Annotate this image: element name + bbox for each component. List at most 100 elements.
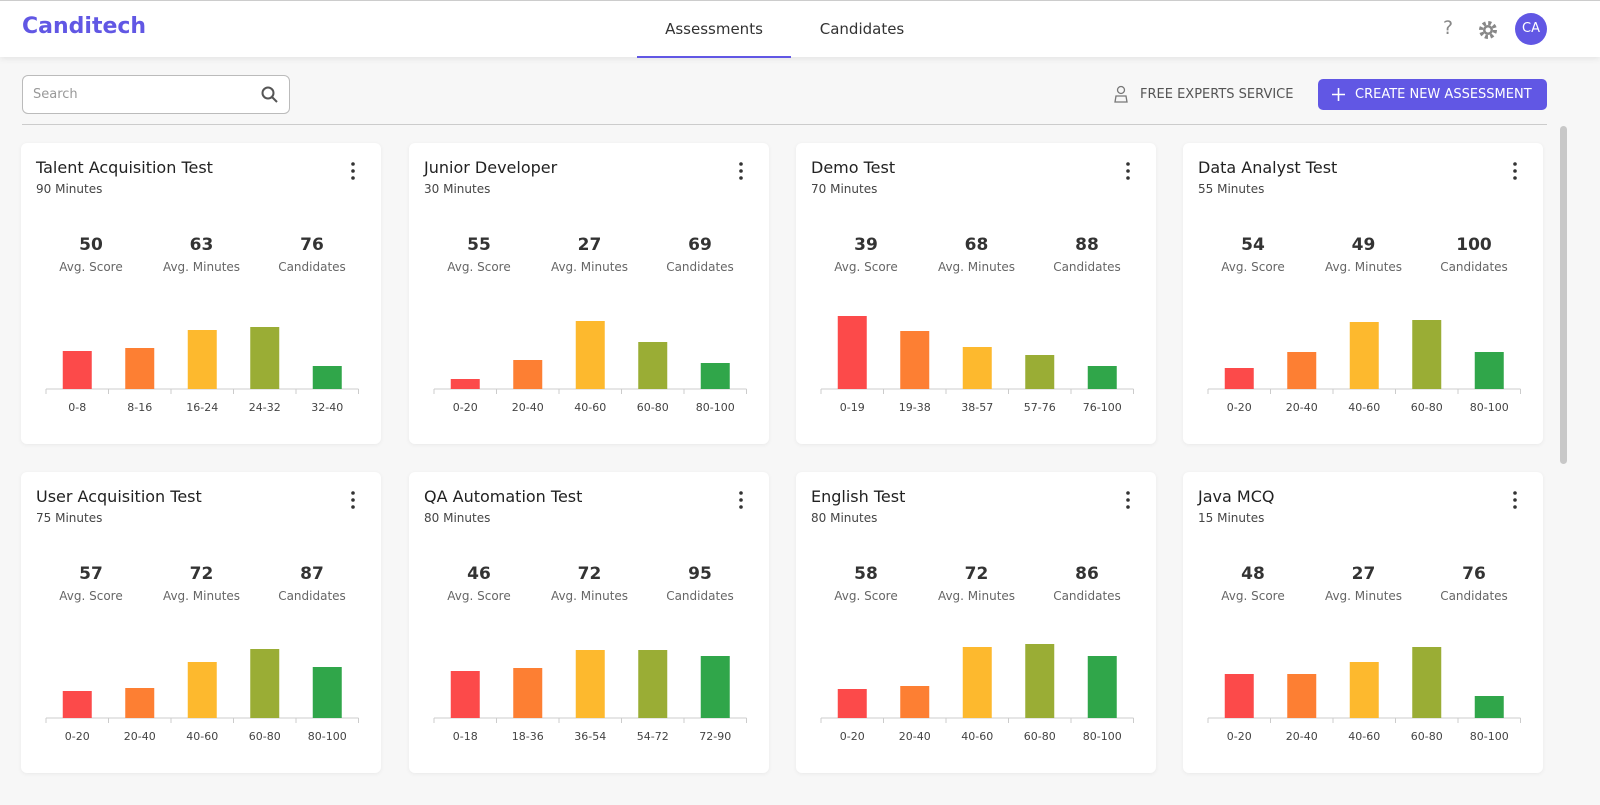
stat-label: Avg. Minutes xyxy=(162,260,241,274)
stat-label: Candidates xyxy=(1440,589,1508,603)
card-title: Junior Developer xyxy=(424,158,558,177)
menu-icon[interactable] xyxy=(349,161,357,181)
stat-value: 88 xyxy=(1075,235,1099,255)
assessment-card[interactable]: Data Analyst Test 55 Minutes 54 Avg. Score 4… xyxy=(1183,143,1543,444)
bar xyxy=(513,668,543,718)
stat: 55 Avg. Score xyxy=(424,235,534,274)
menu-dot xyxy=(1126,505,1130,509)
svg-text:?: ? xyxy=(1443,18,1453,39)
stat-label: Avg. Score xyxy=(447,260,511,274)
card-title: Talent Acquisition Test xyxy=(36,158,213,177)
stat-value: 76 xyxy=(1462,564,1486,584)
x-tick-label: 60-80 xyxy=(1411,730,1443,743)
search-icon xyxy=(261,86,278,103)
assessment-card[interactable]: Java MCQ 15 Minutes 48 Avg. Score 27 Avg. Min… xyxy=(1183,472,1543,773)
create-label: CREATE NEW ASSESSMENT xyxy=(1355,87,1532,102)
card-title: Data Analyst Test xyxy=(1198,158,1338,177)
x-tick-label: 80-100 xyxy=(1470,401,1509,414)
stat-label: Avg. Score xyxy=(447,589,511,603)
bar xyxy=(837,689,867,718)
assessment-card[interactable]: Demo Test 70 Minutes 39 Avg. Score 68 Avg. Mi… xyxy=(796,143,1156,444)
x-tick-label: 0-20 xyxy=(1227,730,1252,743)
stat: 76 Candidates xyxy=(257,235,367,274)
create-button[interactable]: CREATE NEW ASSESSMENT xyxy=(1318,79,1547,110)
experts-link[interactable]: FREE EXPERTS SERVICE xyxy=(1140,87,1294,102)
stat: 48 Avg. Score xyxy=(1198,564,1308,603)
bar xyxy=(1224,368,1254,389)
card-title: Java MCQ xyxy=(1198,487,1275,506)
stat-label: Candidates xyxy=(1053,260,1121,274)
stat-label: Avg. Minutes xyxy=(1324,589,1403,603)
x-tick-label: 0-20 xyxy=(65,730,90,743)
stat-value: 72 xyxy=(577,564,602,584)
menu-icon[interactable] xyxy=(349,490,357,510)
assessment-card[interactable]: QA Automation Test 80 Minutes 46 Avg. Score… xyxy=(409,472,769,773)
stat-label: Avg. Score xyxy=(59,260,123,274)
experts-icon xyxy=(1114,85,1128,103)
stat-value: 49 xyxy=(1351,235,1376,255)
settings-icon[interactable] xyxy=(1477,19,1499,41)
menu-dot xyxy=(351,505,355,509)
card-title: English Test xyxy=(811,487,906,506)
stat-value: 55 xyxy=(467,235,491,255)
stat-label: Avg. Score xyxy=(1221,260,1285,274)
stat: 72 Avg. Minutes xyxy=(147,564,257,603)
x-tick-label: 80-100 xyxy=(308,730,347,743)
stat-label: Candidates xyxy=(278,589,346,603)
stat-label: Avg. Minutes xyxy=(162,589,241,603)
bar xyxy=(62,691,92,718)
avatar[interactable]: CA xyxy=(1515,13,1547,45)
stat-value: 63 xyxy=(189,235,214,255)
bar xyxy=(62,351,92,389)
assessment-card[interactable]: User Acquisition Test 75 Minutes 57 Avg. Sc… xyxy=(21,472,381,773)
menu-icon[interactable] xyxy=(1511,161,1519,181)
bar xyxy=(575,321,605,389)
stat-value: 87 xyxy=(300,564,324,584)
x-tick-label: 38-57 xyxy=(961,401,993,414)
stat: 88 Candidates xyxy=(1032,235,1142,274)
tab[interactable]: Candidates xyxy=(819,20,905,38)
divider xyxy=(22,124,1547,125)
menu-dot xyxy=(739,176,743,180)
search-box[interactable]: Search xyxy=(22,75,290,114)
stat-value: 48 xyxy=(1241,564,1265,584)
card-title: Demo Test xyxy=(811,158,896,177)
assessment-card[interactable]: Junior Developer 30 Minutes 55 Avg. Score 27… xyxy=(409,143,769,444)
bar xyxy=(1087,366,1117,389)
bar xyxy=(900,686,930,718)
assessment-card[interactable]: English Test 80 Minutes 58 Avg. Score 72 Avg.… xyxy=(796,472,1156,773)
menu-dot xyxy=(1513,498,1517,502)
stat-value: 95 xyxy=(688,564,712,584)
stat-label: Avg. Minutes xyxy=(1324,260,1403,274)
menu-dot xyxy=(1126,162,1130,166)
menu-dot xyxy=(1513,491,1517,495)
stat-value: 27 xyxy=(577,235,602,255)
assessment-card[interactable]: Talent Acquisition Test 90 Minutes 50 Avg. … xyxy=(21,143,381,444)
menu-icon[interactable] xyxy=(1124,161,1132,181)
x-tick-label: 40-60 xyxy=(574,401,606,414)
x-tick-label: 40-60 xyxy=(1348,730,1380,743)
menu-dot xyxy=(739,169,743,173)
card-title: User Acquisition Test xyxy=(36,487,202,506)
menu-dot xyxy=(351,176,355,180)
menu-icon[interactable] xyxy=(1124,490,1132,510)
stat-label: Candidates xyxy=(1440,260,1508,274)
help-icon[interactable]: ? xyxy=(1438,18,1458,40)
bar xyxy=(1287,352,1317,389)
menu-icon[interactable] xyxy=(1511,490,1519,510)
tab[interactable]: Assessments xyxy=(637,20,791,58)
menu-dot xyxy=(1126,169,1130,173)
scrollbar[interactable] xyxy=(1560,126,1567,464)
x-tick-label: 76-100 xyxy=(1083,401,1122,414)
search-placeholder: Search xyxy=(33,87,78,102)
stat: 86 Candidates xyxy=(1032,564,1142,603)
menu-icon[interactable] xyxy=(737,161,745,181)
menu-dot xyxy=(739,491,743,495)
bar xyxy=(1412,647,1442,718)
menu-icon[interactable] xyxy=(737,490,745,510)
menu-dot xyxy=(351,491,355,495)
logo[interactable]: Canditech xyxy=(22,14,147,39)
header: Canditech Assessments Candidates ? CA xyxy=(0,0,1600,58)
stat: 27 Avg. Minutes xyxy=(535,235,645,274)
